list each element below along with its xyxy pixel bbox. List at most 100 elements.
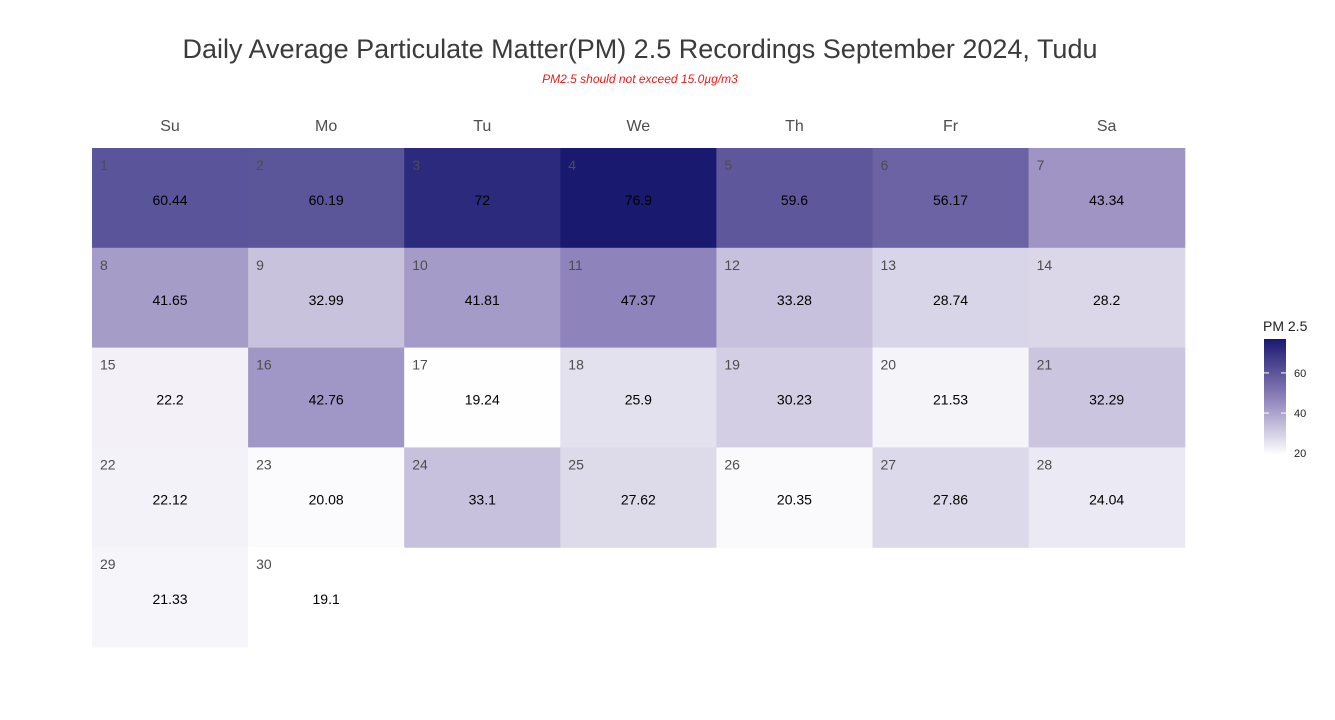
day-number: 6 xyxy=(881,157,889,173)
day-number: 12 xyxy=(724,257,740,273)
day-number: 15 xyxy=(100,357,116,373)
day-number: 17 xyxy=(412,357,428,373)
day-value: 60.44 xyxy=(153,192,188,208)
calendar-cell: 23 20.08 xyxy=(248,447,405,547)
calendar-cell: 29 21.33 xyxy=(92,547,249,647)
day-value: 41.65 xyxy=(153,292,188,308)
day-number: 9 xyxy=(256,257,264,273)
legend-tick-label: 20 xyxy=(1294,448,1306,460)
day-number: 27 xyxy=(881,456,897,472)
weekday-label-su: Su xyxy=(160,118,180,135)
day-value: 60.19 xyxy=(309,192,344,208)
calendar-cell: 476.9 xyxy=(560,148,717,248)
day-number: 18 xyxy=(568,357,584,373)
legend-color-bar xyxy=(1264,339,1286,455)
day-number: 28 xyxy=(1037,456,1053,472)
color-legend: PM 2.5 20 40 60 xyxy=(1263,318,1308,460)
day-value: 32.99 xyxy=(309,292,344,308)
calendar-cell: 25 27.62 xyxy=(560,447,717,547)
day-value: 41.81 xyxy=(465,292,500,308)
day-number: 4 xyxy=(568,157,576,173)
weekday-label-we: We xyxy=(626,118,650,135)
day-number: 8 xyxy=(100,257,108,273)
day-value: 43.34 xyxy=(1089,192,1124,208)
calendar-cell: 260.19 xyxy=(248,148,405,248)
legend-tick-label: 40 xyxy=(1294,408,1306,420)
day-value: 22.2 xyxy=(156,392,183,408)
day-number: 25 xyxy=(568,456,584,472)
weekday-label-tu: Tu xyxy=(473,118,491,135)
day-value: 25.9 xyxy=(625,392,652,408)
calendar-cell: 743.34 xyxy=(1029,148,1186,248)
day-value: 32.29 xyxy=(1089,392,1124,408)
day-number: 29 xyxy=(100,556,116,572)
day-number: 22 xyxy=(100,456,116,472)
day-number: 19 xyxy=(724,357,740,373)
day-number: 3 xyxy=(412,157,420,173)
calendar-cell: 13 28.74 xyxy=(873,248,1030,348)
weekday-label-th: Th xyxy=(785,118,804,135)
chart-subtitle: PM2.5 should not exceed 15.0µg/m3 xyxy=(542,72,738,86)
calendar-cell: 21 32.29 xyxy=(1029,348,1186,448)
day-number: 23 xyxy=(256,456,272,472)
day-value: 20.35 xyxy=(777,491,812,507)
calendar-cell: 18 25.9 xyxy=(560,348,717,448)
day-value: 24.04 xyxy=(1089,491,1124,507)
calendar-cell: 22 22.12 xyxy=(92,447,249,547)
day-number: 14 xyxy=(1037,257,1053,273)
calendar-cell: 932.99 xyxy=(248,248,405,348)
day-value: 76.9 xyxy=(625,192,652,208)
day-number: 11 xyxy=(568,257,583,273)
calendar-cell: 10 41.81 xyxy=(404,248,561,348)
calendar-cell: 19 30.23 xyxy=(716,348,873,448)
weekday-header: Su Mo Tu We Th Fr Sa xyxy=(160,118,1116,135)
day-value: 56.17 xyxy=(933,192,968,208)
day-value: 47.37 xyxy=(621,292,656,308)
calendar-cell: 15 22.2 xyxy=(92,348,249,448)
weekday-label-fr: Fr xyxy=(943,118,959,135)
day-value: 22.12 xyxy=(153,491,188,507)
calendar-cell: 14 28.2 xyxy=(1029,248,1186,348)
weekday-label-sa: Sa xyxy=(1097,118,1117,135)
day-value: 28.74 xyxy=(933,292,968,308)
day-value: 33.1 xyxy=(469,491,496,507)
calendar-cell: 17 19.24 xyxy=(404,348,561,448)
day-value: 42.76 xyxy=(309,392,344,408)
day-value: 27.62 xyxy=(621,491,656,507)
day-value: 27.86 xyxy=(933,491,968,507)
calendar-cell: 841.65 xyxy=(92,248,249,348)
calendar-cell: 30 19.1 xyxy=(248,547,405,647)
day-value: 28.2 xyxy=(1093,292,1120,308)
day-number: 20 xyxy=(881,357,897,373)
calendar-cell: 28 24.04 xyxy=(1029,447,1186,547)
calendar-cell: 3 72 xyxy=(404,148,561,248)
day-number: 30 xyxy=(256,556,272,572)
day-number: 21 xyxy=(1037,357,1053,373)
day-number: 1 xyxy=(100,157,108,173)
weekday-label-mo: Mo xyxy=(315,118,337,135)
day-number: 10 xyxy=(412,257,428,273)
day-number: 13 xyxy=(881,257,897,273)
day-value: 21.53 xyxy=(933,392,968,408)
calendar-cell: 160.44 xyxy=(92,148,249,248)
legend-title: PM 2.5 xyxy=(1263,318,1308,334)
day-number: 2 xyxy=(256,157,264,173)
day-value: 19.24 xyxy=(465,392,500,408)
calendar-cell: 27 27.86 xyxy=(873,447,1030,547)
day-value: 30.23 xyxy=(777,392,812,408)
day-value: 33.28 xyxy=(777,292,812,308)
day-value: 19.1 xyxy=(313,591,340,607)
day-value: 21.33 xyxy=(153,591,188,607)
legend-tick-label: 60 xyxy=(1294,368,1306,380)
day-value: 59.6 xyxy=(781,192,808,208)
chart-title: Daily Average Particulate Matter(PM) 2.5… xyxy=(183,34,1098,64)
calendar-cell: 20 21.53 xyxy=(873,348,1030,448)
day-number: 24 xyxy=(412,456,428,472)
calendar-cell: 1642.76 xyxy=(248,348,405,448)
calendar-grid: 160.44260.19372476.9559.6656.17743.34841… xyxy=(92,148,1185,648)
day-number: 5 xyxy=(724,157,732,173)
calendar-cell: 12 33.28 xyxy=(716,248,873,348)
day-value: 20.08 xyxy=(309,491,344,507)
calendar-cell: 559.6 xyxy=(716,148,873,248)
